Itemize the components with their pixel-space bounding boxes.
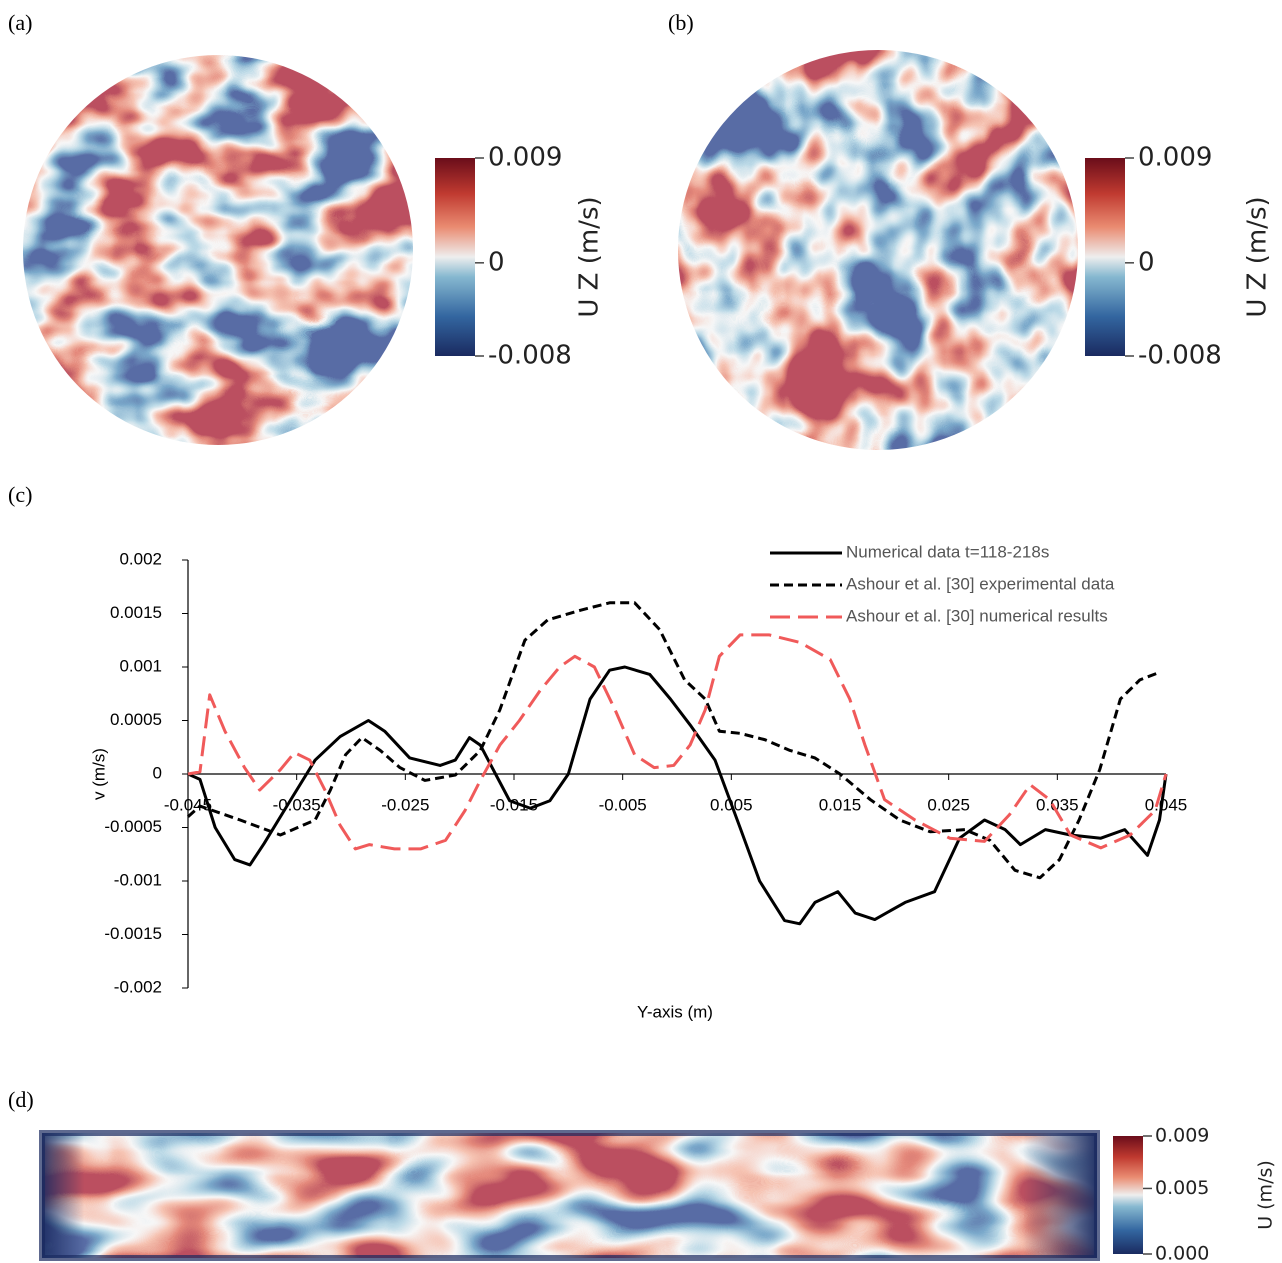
x-tick-label: -0.025 [381, 795, 429, 814]
colorbar-label: U (m/s) [1255, 1160, 1277, 1230]
contour-d [42, 1133, 1097, 1258]
x-tick-label: 0.015 [819, 795, 862, 814]
x-tick-label: 0.025 [927, 795, 970, 814]
legend-label: Ashour et al. [30] experimental data [846, 574, 1115, 593]
colorbar-tick-label: 0.009 [1138, 143, 1212, 173]
contour-a [23, 55, 413, 445]
colorbar-tick-label: 0 [488, 247, 505, 277]
y-tick-label: -0.001 [114, 870, 162, 889]
contour-b [678, 50, 1078, 450]
series-line [188, 667, 1166, 924]
y-tick-label: 0.001 [119, 656, 162, 675]
y-tick-label: 0.0005 [110, 710, 162, 729]
colorbar-tick-label: -0.008 [488, 341, 572, 371]
x-tick-label: -0.035 [273, 795, 321, 814]
colorbar-tick-label: 0.009 [488, 143, 562, 173]
y-tick-label: 0 [153, 763, 162, 782]
panel-label: (b) [668, 10, 694, 35]
legend-label: Numerical data t=118-218s [846, 542, 1049, 561]
y-tick-label: -0.0015 [104, 924, 162, 943]
panel-label: (a) [8, 10, 32, 35]
x-tick-label: 0.045 [1145, 795, 1188, 814]
colorbar-tick-label: -0.008 [1138, 341, 1222, 371]
colorbar-label: U Z (m/s) [1243, 196, 1273, 317]
colorbar-label: U Z (m/s) [575, 196, 605, 317]
colorbar [435, 158, 475, 356]
colorbar [1085, 158, 1125, 356]
colorbar [1113, 1136, 1143, 1254]
panel-label: (d) [8, 1087, 34, 1112]
colorbar-tick-label: 0 [1138, 247, 1155, 277]
colorbar-tick-label: 0.005 [1155, 1177, 1209, 1199]
panel-label: (c) [8, 482, 32, 507]
colorbar-tick-label: 0.009 [1155, 1125, 1209, 1147]
y-tick-label: -0.002 [114, 977, 162, 996]
figure: (a) (b) (c) (d) Y-axis (m) v (m/s) 0.009… [0, 0, 1282, 1263]
legend-label: Ashour et al. [30] numerical results [846, 606, 1108, 625]
y-tick-label: -0.0005 [104, 817, 162, 836]
x-axis-label: Y-axis (m) [637, 1002, 713, 1021]
y-axis-label: v (m/s) [89, 748, 108, 800]
colorbar-tick-label: 0.000 [1155, 1243, 1209, 1263]
y-tick-label: 0.002 [119, 549, 162, 568]
y-tick-label: 0.0015 [110, 603, 162, 622]
x-tick-label: -0.005 [599, 795, 647, 814]
x-tick-label: -0.015 [490, 795, 538, 814]
